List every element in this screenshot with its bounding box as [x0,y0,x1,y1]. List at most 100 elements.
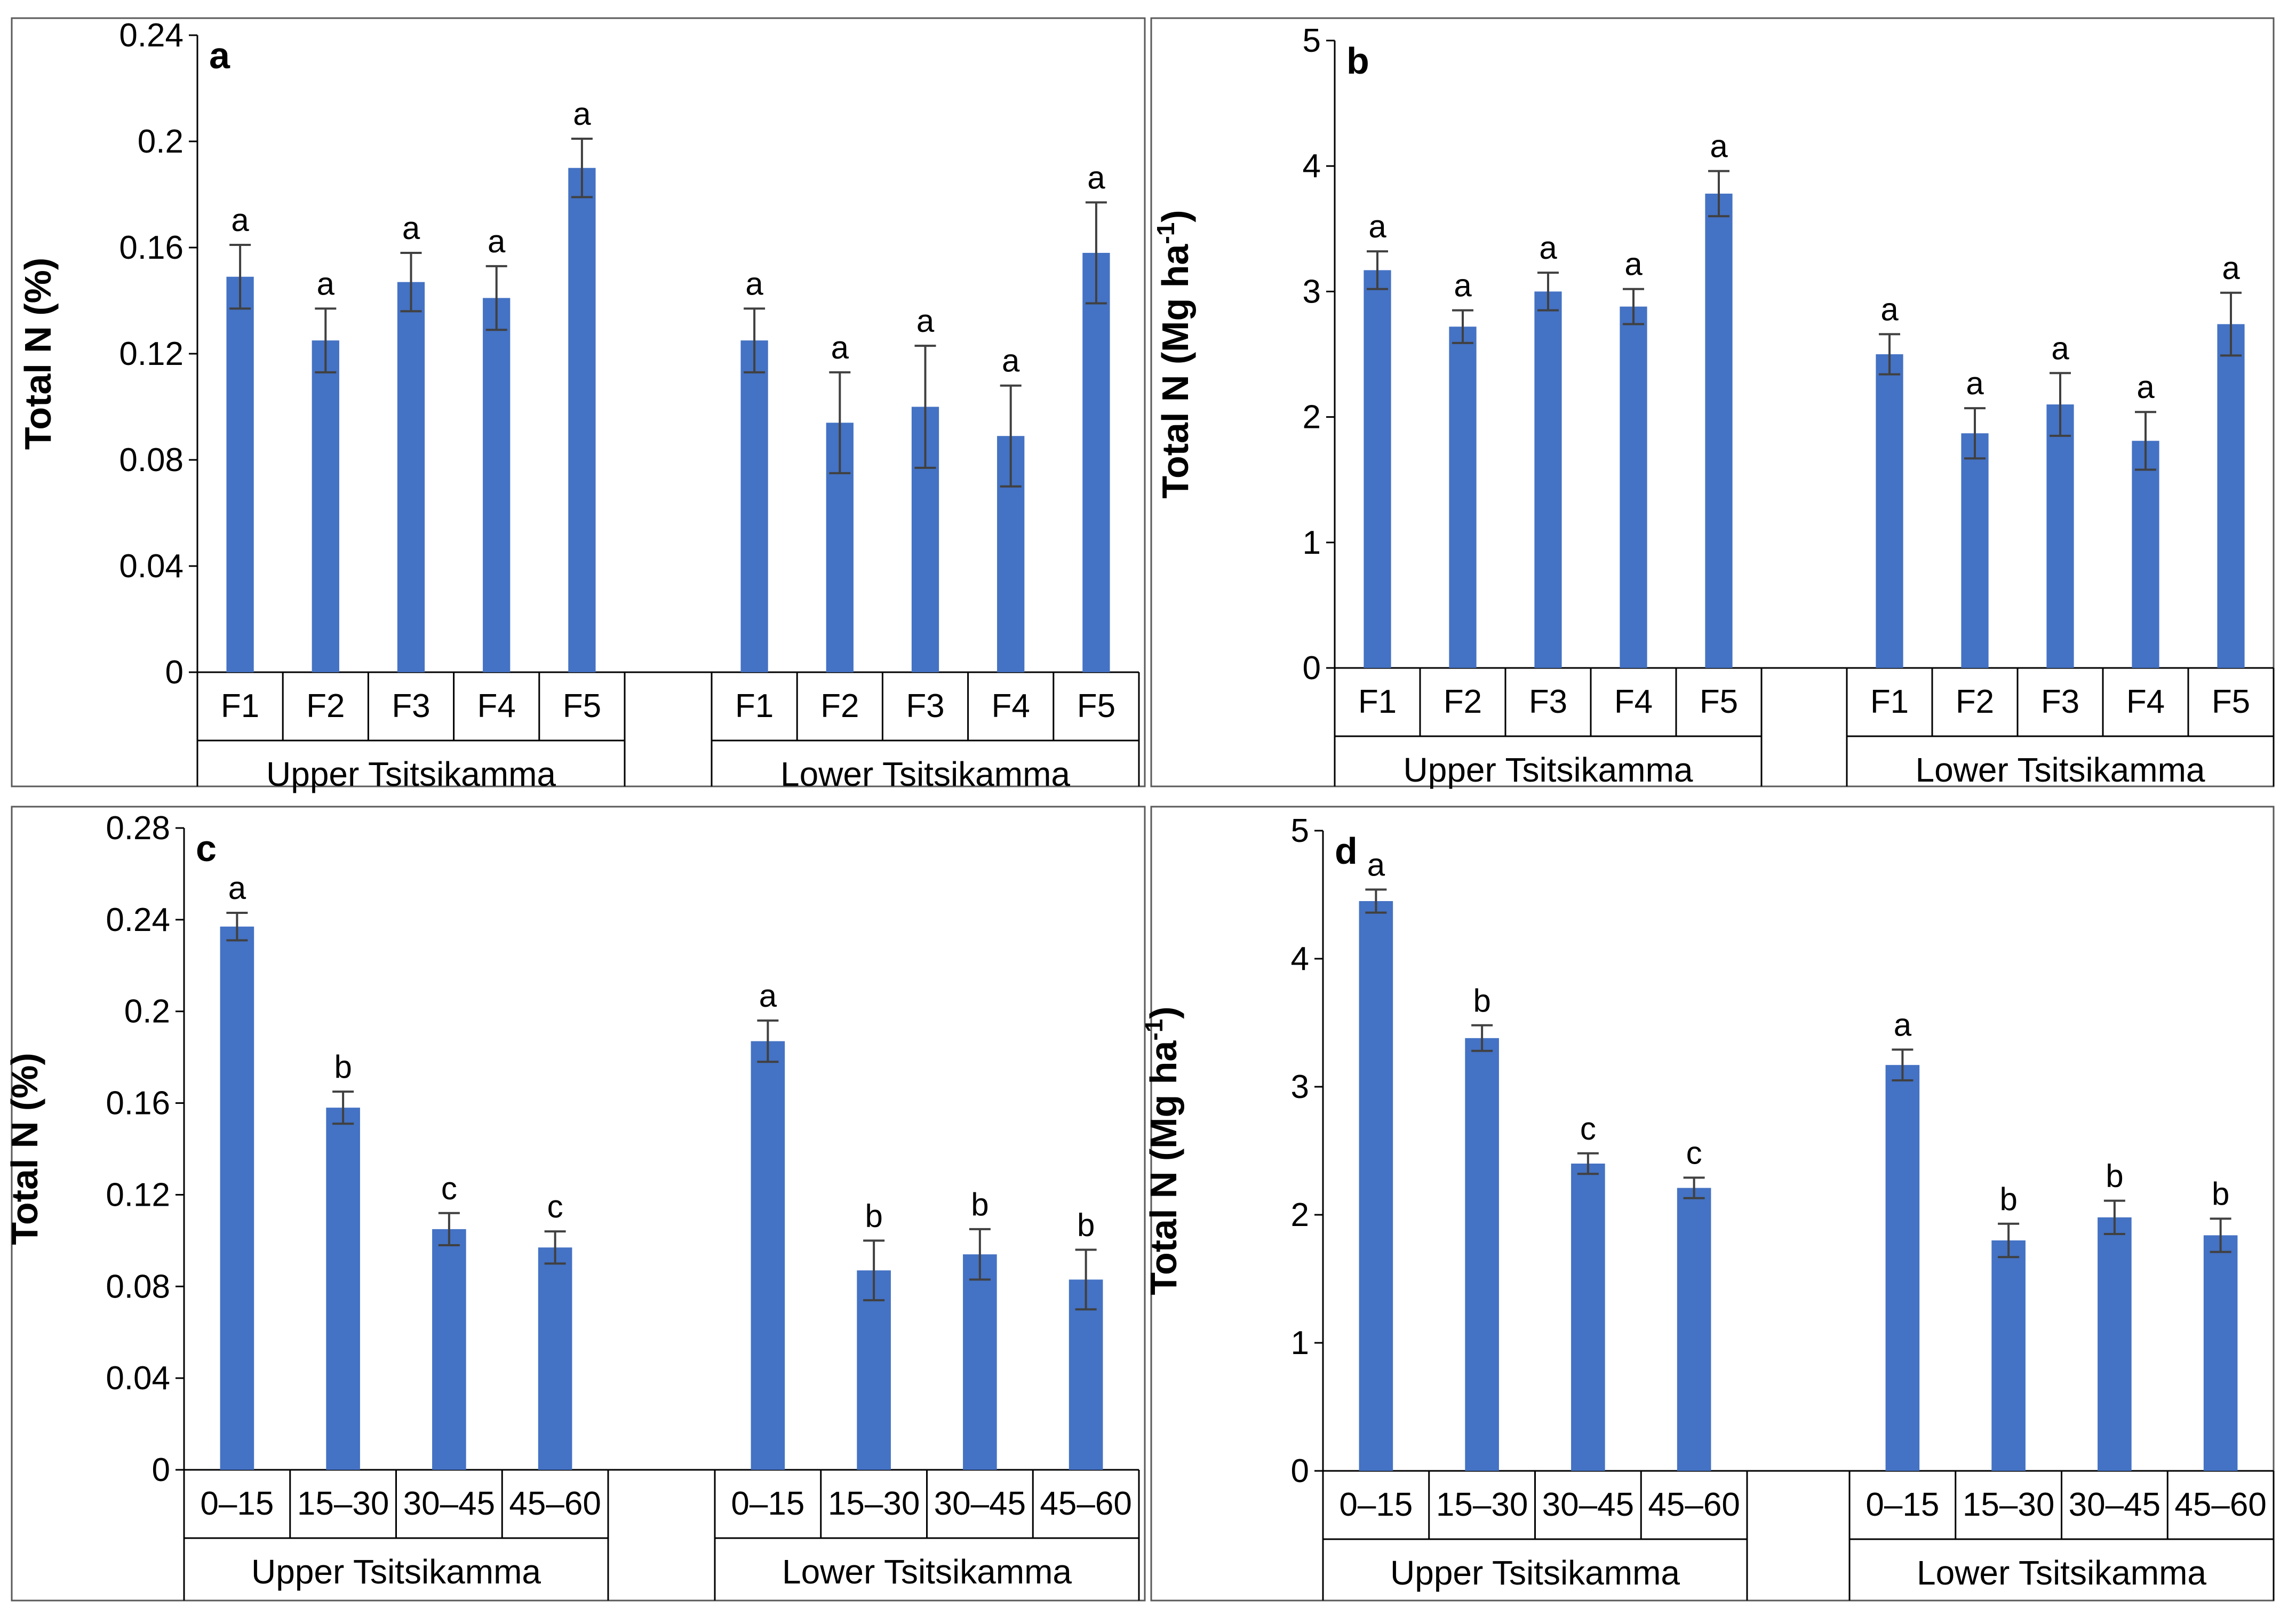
category-label: 15–30 [297,1485,389,1522]
panel-letter: b [1346,40,1369,82]
category-label: F4 [2126,683,2165,720]
category-label: F1 [1870,683,1909,720]
y-axis-label-text: Total N (%) [17,258,59,450]
bar [220,926,254,1470]
category-label: 30–45 [2069,1486,2161,1523]
bar [2132,441,2159,668]
bar [1534,291,1562,668]
group-label: Lower Tsitsikamma [1916,751,2205,789]
significance-letter: c [1686,1135,1702,1171]
bar [312,340,339,672]
category-label: F5 [1700,683,1738,720]
bar [1449,327,1477,668]
category-label: F4 [477,688,516,725]
bar [1571,1164,1605,1471]
y-axis-label: Total N (%) [17,258,59,450]
category-label: 15–30 [1963,1486,2054,1523]
y-tick-label: 3 [1303,273,1321,310]
y-axis-label: Total N (Mg ha-1) [1152,210,1196,498]
y-tick-label: 4 [1291,941,1309,977]
category-label: 0–15 [1866,1486,1939,1523]
y-axis-label-close: ) [1143,1006,1184,1018]
bar [568,168,596,672]
y-axis-label-text: Total N (%) [4,1053,45,1245]
category-label: 0–15 [731,1485,804,1522]
group-label: Lower Tsitsikamma [780,755,1070,793]
y-tick-label: 0.24 [106,902,170,938]
category-label: 45–60 [2174,1486,2266,1523]
y-tick-label: 0 [165,654,184,691]
y-tick-label: 3 [1291,1069,1309,1105]
significance-letter: b [971,1187,988,1222]
panel-letter: c [196,827,217,869]
panel-letter: a [209,35,230,76]
significance-letter: a [1710,129,1728,164]
panel-c: 0 0.04 0.08 0.12 0.16 0.2 0.24 0.28 Total N (%) c… [4,806,1146,1602]
group-label: Upper Tsitsikamma [251,1553,541,1591]
significance-letter: a [1894,1007,1912,1042]
bar [1876,354,1903,668]
bar [1991,1240,2026,1471]
y-axis-label-close: ) [1154,210,1196,222]
significance-letter: c [1580,1111,1596,1147]
category-label: 15–30 [828,1485,920,1522]
category-label: 45–60 [509,1485,601,1522]
significance-letter: a [488,224,506,259]
category-label: F3 [1529,683,1567,720]
y-axis-label: Total N (Mg ha-1) [1140,1006,1184,1295]
bar [2098,1217,2132,1471]
significance-letter: a [745,266,763,301]
significance-letter: a [1880,291,1899,327]
y-tick-label: 0.16 [106,1085,170,1122]
y-tick-label: 0.04 [119,548,184,585]
category-label: 45–60 [1648,1486,1740,1523]
y-axis-label-superscript: -1 [1152,222,1179,244]
category-label: 0–15 [200,1485,274,1522]
significance-letter: a [1454,268,1472,304]
significance-letter: a [2051,330,2069,366]
significance-letter: a [228,870,246,906]
category-label: F2 [306,688,345,725]
bar [740,340,768,672]
y-tick-label: 0 [152,1452,170,1488]
category-label: F1 [1358,683,1397,720]
bar [751,1041,785,1470]
bar [1082,252,1110,672]
y-tick-label: 2 [1303,399,1321,436]
bar [1677,1188,1711,1471]
group-label: Upper Tsitsikamma [1404,751,1693,789]
y-tick-label: 2 [1291,1197,1309,1233]
bar [397,282,425,672]
category-label: 0–15 [1339,1486,1413,1523]
y-tick-label: 0.2 [138,123,184,160]
category-label: 30–45 [1542,1486,1634,1523]
significance-letter: a [231,202,249,238]
group-label: Lower Tsitsikamma [782,1553,1072,1591]
y-tick-label: 0.2 [124,993,170,1030]
significance-letter: a [317,266,335,301]
significance-letter: b [1077,1207,1095,1243]
significance-letter: c [547,1189,563,1224]
bar [538,1247,572,1470]
y-tick-label: 4 [1303,148,1321,185]
bar [963,1254,997,1470]
category-label: F2 [820,688,859,725]
significance-letter: a [1367,847,1385,882]
y-tick-label: 5 [1303,22,1321,59]
panel-frame [1150,806,2275,1602]
significance-letter: a [573,96,591,132]
significance-letter: a [2136,369,2155,405]
bar [1069,1279,1103,1470]
panel-letter: d [1335,830,1358,872]
category-label: F1 [221,688,259,725]
significance-letter: a [402,210,420,246]
y-tick-label: 0.04 [106,1360,170,1397]
y-axis-label-superscript: -1 [1140,1019,1168,1041]
group-label: Upper Tsitsikamma [266,755,556,793]
panel-frame [1150,17,2275,787]
category-label: F1 [735,688,774,725]
bar [1885,1065,1920,1471]
significance-letter: b [2106,1158,2123,1194]
significance-letter: a [1539,230,1557,266]
